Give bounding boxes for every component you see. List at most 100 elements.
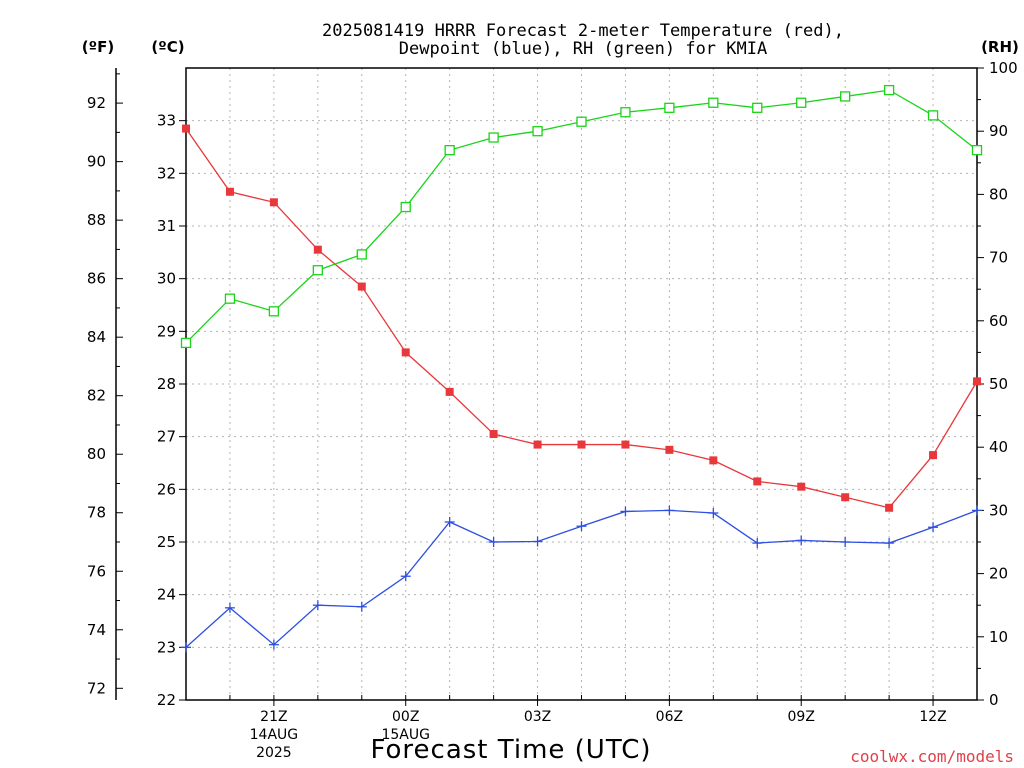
temperature-point — [665, 445, 674, 454]
rh-point — [444, 145, 455, 156]
temperature-point — [753, 477, 762, 486]
rh-point — [927, 110, 939, 121]
temperature-point — [929, 451, 938, 460]
fahrenheit-tick-label: 80 — [87, 445, 106, 463]
dewpoint-point — [928, 522, 939, 533]
fahrenheit-unit-label: (ºF) — [82, 38, 114, 56]
chart-axes: 72 74 76 78 80 82 84 86 88 90 92 22 23 24 25 26 27 28 29 30… — [87, 59, 1018, 709]
temperature-point — [621, 440, 630, 449]
dewpoint-point — [268, 639, 279, 650]
x-axis-label: Forecast Time (UTC) — [370, 735, 651, 765]
rh-point — [796, 97, 807, 108]
x-tick-label: 21Z — [260, 709, 287, 725]
temperature-point — [182, 124, 190, 133]
celsius-tick-label: 30 — [157, 270, 176, 288]
temperature-point — [225, 187, 234, 196]
fahrenheit-tick-label: 82 — [87, 387, 106, 405]
celsius-tick-label: 24 — [157, 586, 176, 604]
dewpoint-point — [752, 538, 763, 549]
rh-point — [664, 102, 675, 113]
rh-point — [180, 337, 192, 349]
celsius-tick-label: 32 — [157, 164, 176, 182]
rh-point — [400, 201, 411, 213]
dewpoint-point — [356, 601, 367, 612]
celsius-tick-label: 27 — [157, 428, 176, 446]
fahrenheit-tick-label: 92 — [87, 94, 106, 112]
rh-tick-label: 40 — [989, 438, 1008, 456]
fahrenheit-tick-label: 88 — [87, 211, 106, 229]
fahrenheit-tick-label: 84 — [87, 328, 106, 346]
x-tick-label: 12Z — [919, 709, 946, 725]
source-credit: coolwx.com/models — [850, 747, 1014, 766]
rh-tick-label: 70 — [989, 249, 1008, 267]
celsius-tick-label: 29 — [157, 322, 176, 340]
x-tick-label: 00Z — [392, 709, 419, 725]
dewpoint-point — [224, 602, 235, 613]
rh-point — [752, 102, 763, 113]
temperature-point — [885, 503, 894, 512]
rh-tick-label: 90 — [989, 122, 1008, 140]
temperature-point — [577, 440, 586, 449]
rh-point — [708, 97, 719, 108]
dewpoint-point — [664, 505, 675, 516]
dewpoint-point — [400, 571, 411, 582]
fahrenheit-tick-label: 74 — [87, 621, 106, 639]
temperature-point — [533, 440, 542, 449]
fahrenheit-tick-label: 86 — [87, 270, 106, 288]
dewpoint-point — [444, 516, 455, 527]
grid-lines — [186, 68, 977, 700]
x-tick-label: 14AUG — [250, 727, 299, 743]
rh-point — [532, 126, 543, 137]
chart-title-line2: Dewpoint (blue), RH (green) for KMIA — [399, 39, 767, 59]
x-tick-label: 15AUG — [381, 727, 430, 743]
rh-point — [576, 116, 587, 127]
dewpoint-point — [312, 600, 323, 611]
temperature-point — [357, 282, 366, 291]
x-tick-label: 03Z — [524, 709, 551, 725]
fahrenheit-tick-label: 76 — [87, 562, 106, 580]
dewpoint-point — [576, 521, 587, 532]
rh-point — [620, 107, 631, 118]
rh-unit-label: (RH) — [981, 38, 1019, 56]
celsius-tick-label: 22 — [157, 691, 176, 709]
rh-point — [488, 132, 499, 143]
temperature-point — [269, 198, 278, 207]
celsius-tick-label: 26 — [157, 480, 176, 498]
temperature-point — [841, 493, 850, 502]
temperature-point — [709, 456, 718, 465]
fahrenheit-tick-label: 72 — [87, 679, 106, 697]
x-tick-label: 09Z — [788, 709, 815, 725]
rh-point — [224, 293, 236, 304]
celsius-tick-label: 28 — [157, 375, 176, 393]
rh-point — [356, 249, 367, 260]
rh-tick-label: 10 — [989, 628, 1008, 646]
rh-tick-label: 0 — [989, 691, 999, 709]
chart-series — [180, 84, 983, 653]
x-tick-label: 2025 — [256, 745, 292, 761]
temperature-point — [401, 348, 410, 357]
temperature-point — [489, 430, 498, 439]
dewpoint-point — [532, 536, 543, 547]
celsius-tick-label: 25 — [157, 533, 176, 551]
temperature-line — [185, 128, 978, 509]
temperature-point — [797, 482, 806, 491]
rh-tick-label: 100 — [989, 59, 1018, 77]
fahrenheit-tick-label: 78 — [87, 504, 106, 522]
fahrenheit-tick-label: 90 — [87, 153, 106, 171]
dewpoint-point — [620, 506, 631, 517]
dewpoint-point — [181, 642, 191, 653]
temperature-point — [445, 387, 454, 396]
dewpoint-point — [488, 537, 499, 547]
dewpoint-point — [796, 535, 807, 546]
dewpoint-point — [884, 538, 895, 549]
dewpoint-point — [972, 505, 982, 516]
rh-point — [840, 91, 851, 102]
chart-title-line1: 2025081419 HRRR Forecast 2-meter Tempera… — [322, 21, 844, 41]
rh-point — [312, 265, 323, 276]
dewpoint-point — [708, 508, 719, 519]
x-tick-label: 06Z — [656, 709, 683, 725]
rh-point — [971, 145, 983, 156]
celsius-tick-label: 31 — [157, 217, 176, 235]
rh-point — [268, 306, 280, 317]
